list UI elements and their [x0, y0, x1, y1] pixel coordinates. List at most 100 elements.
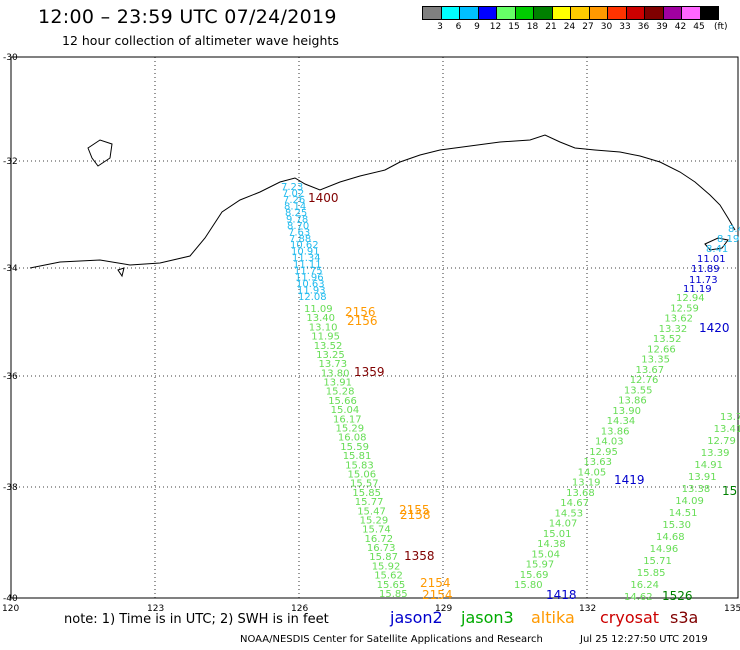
wave-height-value: 10.63: [296, 279, 325, 290]
wave-height-value: 8.41: [706, 244, 728, 255]
wave-height-value: 11.93: [297, 286, 326, 297]
wave-height-value: 15: [722, 484, 737, 498]
wave-height-value: 13.41: [714, 424, 740, 435]
wave-height-value: 16.72: [365, 534, 394, 545]
wave-height-value: 13.35: [641, 355, 670, 366]
wave-height-value: 7.02: [282, 189, 304, 200]
wave-height-value: 14.68: [656, 532, 685, 543]
wave-height-value: 13.80: [321, 368, 350, 379]
longitude-label: 126: [291, 604, 308, 614]
wave-height-value: 13.40: [306, 313, 335, 324]
wave-height-value: 13.55: [624, 385, 653, 396]
wave-height-value: 13.39: [701, 448, 730, 459]
wave-height-value: 12.95: [589, 447, 618, 458]
wave-height-value: 8.70: [287, 221, 309, 232]
wave-height-value: 15.87: [369, 552, 398, 563]
colorbar-swatch: [699, 6, 719, 20]
wave-height-value: 14.09: [675, 496, 704, 507]
wave-height-value: 13.91: [688, 472, 717, 483]
wave-height-value: 16.24: [630, 580, 659, 591]
small-island: [117, 267, 125, 278]
colorbar-label: 15: [508, 22, 520, 32]
wave-height-value: 15.01: [543, 529, 572, 540]
australia-coastline: [29, 134, 736, 269]
colorbar-label: 27: [582, 22, 594, 32]
colorbar-label: 21: [545, 22, 557, 32]
wave-height-value: 10.62: [290, 240, 319, 251]
wave-height-value: 13.86: [618, 396, 647, 407]
colorbar-label: 9: [474, 22, 480, 32]
credit-line: NOAA/NESDIS Center for Satellite Applica…: [240, 634, 543, 645]
colorbar-label: 33: [619, 22, 631, 32]
wave-height-value: 15.29: [360, 516, 389, 527]
wave-height-value: 15.77: [355, 497, 384, 508]
colorbar-label: 42: [674, 22, 687, 32]
satellite-legend-item: s3a: [670, 608, 699, 627]
wave-height-value: 13.38: [682, 484, 711, 495]
wave-height-value: 2154: [422, 588, 453, 602]
latitude-label: -38: [3, 483, 18, 493]
wave-height-value: 14.51: [669, 508, 698, 519]
wave-height-value: 15.04: [531, 549, 560, 560]
wave-height-value: 13.62: [664, 314, 693, 325]
wave-height-value: 15.85: [637, 568, 666, 579]
wave-height-value: 1359: [354, 365, 385, 379]
wave-height-value: 13.90: [612, 406, 641, 417]
wave-height-value: 14.67: [560, 498, 589, 509]
wave-height-value: 15.65: [377, 580, 406, 591]
wave-height-value: 13.10: [309, 322, 338, 333]
colorbar-label: 24: [563, 22, 576, 32]
wave-height-value: 14.53: [555, 508, 584, 519]
wave-height-value: 12.08: [298, 292, 327, 303]
map-frame: [10, 56, 739, 599]
wave-height-value: 8.14: [284, 201, 306, 212]
longitude-label: 120: [2, 604, 19, 614]
wave-height-value: 13.19: [572, 478, 601, 489]
wave-height-value: 16.73: [367, 543, 396, 554]
wave-height-value: 14.91: [694, 460, 723, 471]
latitude-label: -30: [3, 53, 18, 63]
generation-timestamp: Jul 25 12:27:50 UTC 2019: [580, 634, 708, 645]
wave-height-value: 1526: [662, 589, 693, 603]
wave-height-value: 7.63: [288, 227, 310, 238]
colorbar-label: 39: [656, 22, 668, 32]
wave-height-value: 15.57: [350, 479, 379, 490]
latitude-label: -40: [3, 594, 18, 604]
wave-height-value: 12.76: [630, 375, 659, 386]
wave-height-value: 12.79: [707, 436, 736, 447]
page-title: 12:00 – 23:59 UTC 07/24/2019: [38, 6, 337, 28]
wave-height-value: 7.26: [283, 195, 305, 206]
wave-height-value: 13.91: [323, 378, 352, 389]
wave-height-value: 14.05: [578, 467, 607, 478]
wave-height-value: 15.71: [643, 556, 672, 567]
wave-height-value: 13.32: [659, 324, 688, 335]
wave-height-value: 11.11: [293, 260, 322, 271]
kangaroo-island: [704, 237, 729, 251]
wave-height-value: 15.80: [514, 580, 543, 591]
wave-height-value: 2155: [399, 503, 430, 517]
wave-height-value: 15.66: [328, 396, 357, 407]
wave-height-value: 8.19: [717, 234, 739, 245]
wave-height-value: 10.91: [291, 247, 320, 258]
colorbar-label: 45: [693, 22, 705, 32]
wave-height-value: 11.95: [311, 332, 340, 343]
wave-height-value: 15.29: [336, 424, 365, 435]
satellite-legend-item: jason2: [390, 608, 443, 627]
wave-height-value: 11.89: [691, 264, 720, 275]
wave-height-value: 1420: [699, 321, 730, 335]
wave-height-value: 13.86: [601, 426, 630, 437]
wave-height-value: 14.38: [537, 539, 566, 550]
wave-height-value: 14.03: [595, 437, 624, 448]
wave-height-value: 16.17: [333, 414, 362, 425]
wave-height-value: 7.88: [289, 234, 311, 245]
latitude-label: -36: [3, 372, 18, 382]
wave-height-value: 1419: [614, 473, 645, 487]
colorbar-unit: (ft): [714, 22, 728, 32]
wave-height-value: 8.43: [728, 224, 740, 235]
colorbar-label: 6: [455, 22, 462, 32]
wave-height-value: 14.96: [650, 544, 679, 555]
colorbar-label: 12: [489, 22, 502, 32]
wave-height-value: 15.06: [348, 470, 377, 481]
